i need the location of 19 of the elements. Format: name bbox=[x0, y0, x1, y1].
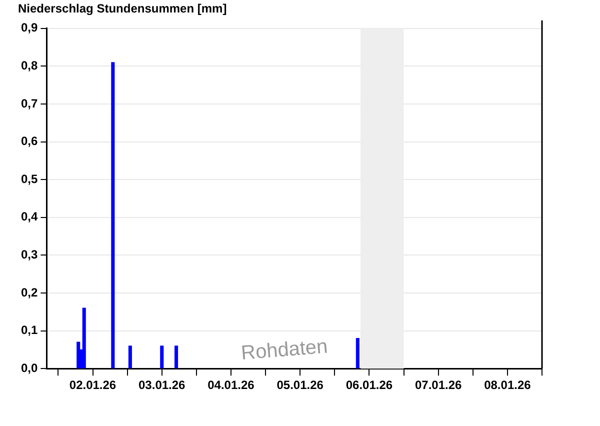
x-tick-label: 08.01.26 bbox=[484, 378, 532, 392]
x-tick-label: 05.01.26 bbox=[276, 378, 324, 392]
x-tick-label: 06.01.26 bbox=[346, 378, 393, 392]
x-tick-label: 02.01.26 bbox=[69, 378, 116, 392]
x-tick-label: 04.01.26 bbox=[208, 378, 255, 392]
y-tick-label: 0,4 bbox=[20, 210, 38, 224]
y-tick-label: 0,2 bbox=[20, 285, 38, 300]
chart-title: Niederschlag Stundensummen [mm] bbox=[18, 2, 227, 16]
y-tick-label: 0,7 bbox=[20, 96, 38, 110]
x-tick-label: 03.01.26 bbox=[138, 378, 186, 392]
y-tick-label: 0,3 bbox=[20, 248, 38, 262]
y-tick-label: 0,1 bbox=[20, 323, 38, 338]
y-tick-label: 0,0 bbox=[20, 360, 38, 375]
annotation: Rohdaten bbox=[240, 336, 328, 365]
y-tick-label: 0,6 bbox=[20, 134, 38, 148]
y-tick-label: 0,5 bbox=[20, 172, 38, 186]
y-tick-label: 0,9 bbox=[20, 20, 38, 35]
y-tick-label: 0,8 bbox=[20, 58, 38, 73]
x-tick-label: 07.01.26 bbox=[414, 378, 462, 392]
